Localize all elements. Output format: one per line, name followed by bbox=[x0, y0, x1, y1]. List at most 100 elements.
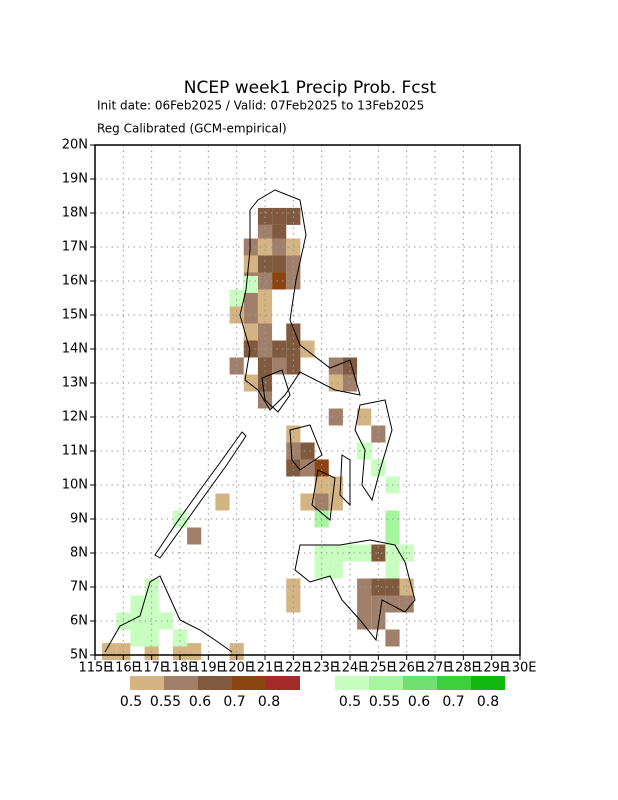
panay-coast bbox=[289, 424, 323, 471]
mindoro-coast bbox=[261, 369, 291, 413]
y-tick-label: 19N bbox=[62, 172, 88, 187]
dry-cell bbox=[272, 340, 287, 358]
dry-cell bbox=[272, 255, 287, 273]
dry-legend-label: 0.8 bbox=[258, 694, 280, 710]
y-tick-label: 5N bbox=[70, 648, 88, 663]
dry-legend-swatch bbox=[266, 676, 300, 690]
wet-cell bbox=[130, 595, 145, 613]
dry-cell bbox=[357, 408, 372, 426]
dry-cell bbox=[385, 629, 400, 647]
x-tick-label: 128E bbox=[447, 661, 480, 676]
wet-legend-label: 0.5 bbox=[339, 694, 361, 710]
dry-cell bbox=[215, 493, 230, 511]
dry-cell bbox=[257, 272, 273, 290]
wet-legend-swatch bbox=[471, 676, 505, 690]
wet-legend-swatch bbox=[437, 676, 471, 690]
wet-legend-swatch bbox=[369, 676, 403, 690]
x-tick-label: 122E bbox=[277, 661, 310, 676]
wet-cell bbox=[144, 595, 159, 613]
dry-cell bbox=[257, 207, 273, 225]
x-tick-label: 119E bbox=[192, 661, 225, 676]
wet-legend-label: 0.55 bbox=[369, 694, 400, 710]
wet-cell bbox=[158, 612, 173, 630]
x-tick-label: 117E bbox=[135, 661, 168, 676]
wet-cell bbox=[172, 629, 188, 647]
dry-cell bbox=[257, 238, 273, 256]
x-tick-label: 120E bbox=[220, 661, 253, 676]
dry-cell bbox=[357, 595, 372, 613]
dry-cell bbox=[286, 459, 301, 477]
dry-cell bbox=[385, 595, 400, 613]
wet-cell bbox=[130, 629, 145, 647]
y-tick-label: 16N bbox=[62, 274, 88, 289]
dry-cell bbox=[371, 425, 386, 443]
y-tick-label: 13N bbox=[62, 376, 88, 391]
mindanao-coast bbox=[294, 539, 416, 642]
dry-cell bbox=[300, 442, 315, 460]
y-tick-label: 17N bbox=[62, 240, 88, 255]
wet-cell bbox=[144, 629, 159, 647]
x-tick-label: 121E bbox=[248, 661, 281, 676]
x-tick-label: 129E bbox=[475, 661, 508, 676]
dry-cell bbox=[399, 595, 414, 613]
dry-cell bbox=[243, 255, 258, 273]
wet-legend-label: 0.6 bbox=[408, 694, 430, 710]
dry-cell bbox=[243, 323, 258, 341]
coastline bbox=[104, 189, 416, 653]
y-tick-label: 11N bbox=[62, 444, 88, 459]
negros-cebu-coast bbox=[311, 454, 351, 521]
luzon-coast bbox=[239, 189, 361, 411]
x-tick-label: 124E bbox=[333, 661, 366, 676]
dry-cell bbox=[243, 289, 258, 307]
dry-cell bbox=[328, 374, 343, 392]
y-tick-label: 9N bbox=[70, 512, 88, 527]
dry-cell bbox=[102, 643, 117, 661]
dry-cell bbox=[371, 612, 386, 630]
wet-legend-swatch bbox=[403, 676, 437, 690]
y-tick-label: 6N bbox=[70, 614, 88, 629]
wet-cell bbox=[357, 442, 372, 460]
dry-cell bbox=[328, 408, 343, 426]
y-tick-label: 20N bbox=[62, 138, 88, 153]
dry-cell bbox=[286, 595, 301, 613]
dry-legend-swatch bbox=[198, 676, 232, 690]
dry-cell bbox=[300, 493, 315, 511]
dry-cell bbox=[257, 306, 273, 324]
x-tick-label: 115E bbox=[78, 661, 111, 676]
dry-cell bbox=[314, 493, 329, 511]
dry-cell bbox=[371, 578, 386, 596]
dry-cell bbox=[257, 289, 273, 307]
dry-legend-label: 0.55 bbox=[150, 694, 181, 710]
dry-cell bbox=[286, 207, 301, 225]
dry-cell bbox=[272, 224, 287, 242]
map-frame bbox=[94, 144, 521, 656]
dry-cell bbox=[272, 357, 287, 375]
y-tick-label: 18N bbox=[62, 206, 88, 221]
dry-legend-swatch bbox=[130, 676, 164, 690]
samar-leyte-coast bbox=[354, 399, 393, 502]
y-tick-label: 12N bbox=[62, 410, 88, 425]
x-tick-label: 125E bbox=[362, 661, 395, 676]
cells bbox=[102, 207, 414, 661]
y-tick-label: 7N bbox=[70, 580, 88, 595]
x-tick-label: 116E bbox=[107, 661, 140, 676]
dry-cell bbox=[243, 340, 258, 358]
dry-cell bbox=[357, 612, 372, 630]
dry-cell bbox=[286, 255, 301, 273]
wet-cell bbox=[385, 527, 400, 545]
dry-cell bbox=[243, 306, 258, 324]
dry-cell bbox=[314, 459, 329, 477]
dry-legend-label: 0.7 bbox=[223, 694, 245, 710]
dry-cell bbox=[229, 306, 244, 324]
x-tick-label: 126E bbox=[390, 661, 423, 676]
title: NCEP week1 Precip Prob. Fcst bbox=[184, 78, 437, 98]
note: Reg Calibrated (GCM-empirical) bbox=[97, 122, 287, 136]
dry-legend-swatch bbox=[232, 676, 266, 690]
wet-cell bbox=[328, 544, 343, 562]
wet-cell bbox=[328, 561, 343, 579]
dry-cell bbox=[257, 255, 273, 273]
dry-legend-swatch bbox=[164, 676, 198, 690]
y-tick-label: 14N bbox=[62, 342, 88, 357]
legend: 0.5 0.55 0.6 0.7 0.8 0.5 0.55 0.6 0.7 0.8 bbox=[120, 676, 505, 710]
